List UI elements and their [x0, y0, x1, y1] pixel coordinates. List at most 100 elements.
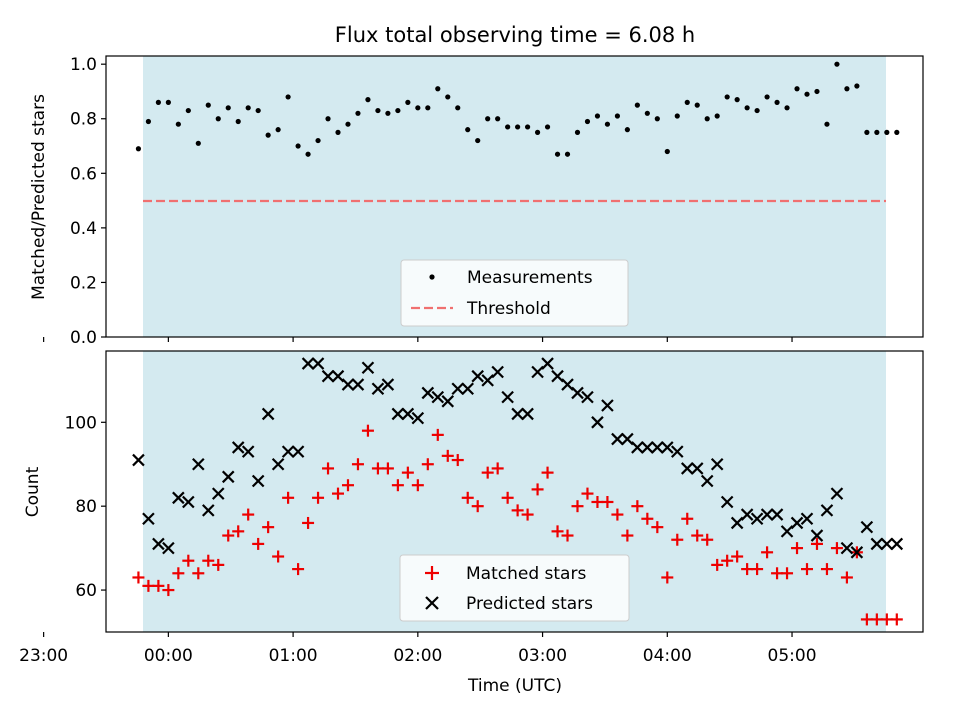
predicted-star-marker: [172, 491, 185, 505]
predicted-star-marker: [511, 407, 524, 421]
predicted-star-marker: [641, 441, 654, 454]
measurement-point: [435, 86, 441, 92]
matched-star-marker: [252, 537, 265, 550]
matched-star-marker: [341, 479, 354, 492]
measurement-point: [365, 97, 371, 103]
matched-star-marker: [162, 584, 175, 597]
x-tick-label: 04:00: [643, 646, 692, 666]
measurement-point: [844, 86, 850, 92]
predicted-star-marker: [241, 445, 255, 458]
predicted-star-marker: [601, 399, 614, 412]
predicted-star-marker: [491, 365, 504, 379]
matched-star-marker: [800, 563, 813, 576]
measurement-point: [664, 148, 670, 155]
predicted-star-marker: [631, 441, 644, 454]
y-tick-label: 80: [75, 497, 97, 517]
matched-star-marker: [481, 466, 494, 479]
matched-star-marker: [421, 458, 434, 471]
predicted-star-marker: [581, 390, 594, 404]
measurement-point: [704, 116, 710, 122]
bottom-y-axis-label: Count: [23, 466, 43, 517]
matched-star-marker: [232, 525, 245, 538]
x-axis-label: Time (UTC): [467, 676, 562, 696]
measurement-point: [534, 129, 541, 135]
matched-star-marker: [890, 613, 903, 626]
matched-star-marker: [571, 500, 584, 513]
matched-star-marker: [531, 483, 544, 496]
bottom-legend-box: [399, 554, 630, 622]
y-tick-label: 0.6: [70, 164, 97, 184]
measurement-point: [754, 107, 760, 114]
predicted-star-marker: [371, 382, 385, 396]
matched-star-marker: [601, 495, 614, 508]
measurement-point: [634, 102, 640, 108]
top-panel: 0.0 0.2 0.4 0.6 0.8 1.0 Matched/Predicted sta…: [29, 55, 924, 348]
measurement-point: [195, 140, 201, 146]
matched-star-marker: [202, 554, 215, 567]
legend-threshold-label: Threshold: [466, 299, 551, 319]
measurement-point: [155, 99, 161, 105]
predicted-star-marker: [411, 411, 425, 425]
matched-star-marker: [411, 479, 424, 492]
predicted-star-marker: [251, 474, 265, 488]
matched-star-marker: [621, 529, 634, 542]
matched-star-marker: [461, 491, 474, 504]
measurement-point: [834, 61, 840, 67]
measurement-point: [325, 116, 331, 122]
measurement-point: [395, 107, 401, 114]
matched-star-marker: [322, 462, 335, 475]
matched-star-marker: [172, 567, 185, 580]
matched-star-marker: [581, 487, 594, 500]
x-tick-label: 02:00: [393, 646, 442, 666]
predicted-star-marker: [780, 525, 794, 538]
matched-star-marker: [212, 558, 225, 571]
measurement-point: [774, 99, 780, 105]
predicted-star-marker: [142, 512, 155, 526]
predicted-star-marker: [162, 541, 175, 555]
predicted-star-marker: [331, 369, 345, 383]
bottom-panel: 60 80 100 23:00 00:00 01:00 02:00 03:00 04:00 05…: [19, 350, 924, 696]
top-legend: Measurements Threshold: [400, 259, 629, 327]
matched-star-marker: [840, 571, 853, 584]
predicted-star-marker: [860, 520, 874, 534]
matched-star-marker: [511, 504, 524, 517]
y-tick-label: 1.0: [70, 55, 97, 75]
top-y-axis-label: Matched/Predicted stars: [29, 94, 49, 300]
matched-star-marker: [312, 491, 325, 504]
measurement-point: [275, 127, 281, 133]
x-tick-label: 00:00: [144, 646, 193, 666]
measurement-point: [385, 110, 391, 116]
x-tick-label: 05:00: [768, 646, 817, 666]
predicted-star-marker: [760, 508, 774, 521]
predicted-star-marker: [890, 537, 904, 551]
matched-star-marker: [242, 508, 255, 521]
bottom-legend: Matched stars Predicted stars: [399, 554, 630, 622]
predicted-star-marker: [521, 407, 534, 421]
measurement-point: [524, 124, 531, 130]
matched-star-marker: [791, 542, 804, 555]
measurement-point: [804, 91, 810, 97]
predicted-star-marker: [361, 361, 375, 375]
measurement-point: [624, 127, 630, 133]
matched-star-marker: [661, 571, 674, 584]
top-x-ticks: [43, 337, 793, 342]
predicted-star-marker: [661, 441, 674, 454]
measurement-point: [355, 110, 361, 116]
matched-star-marker: [830, 542, 843, 555]
matched-star-marker: [391, 479, 404, 492]
measurement-point: [654, 116, 660, 122]
measurement-point: [495, 116, 501, 122]
measurement-point: [794, 86, 800, 92]
x-tick-label: 03:00: [518, 646, 567, 666]
measurement-point: [604, 121, 611, 127]
measurement-point: [564, 151, 571, 157]
measurement-point: [574, 129, 581, 135]
measurement-point: [814, 88, 820, 95]
predicted-star-marker: [870, 537, 884, 551]
matched-star-marker: [681, 512, 694, 525]
matched-star-marker: [611, 508, 624, 521]
measurement-point: [465, 127, 471, 133]
measurement-point: [784, 105, 790, 111]
matched-star-marker: [152, 579, 165, 592]
predicted-star-marker: [740, 508, 754, 521]
